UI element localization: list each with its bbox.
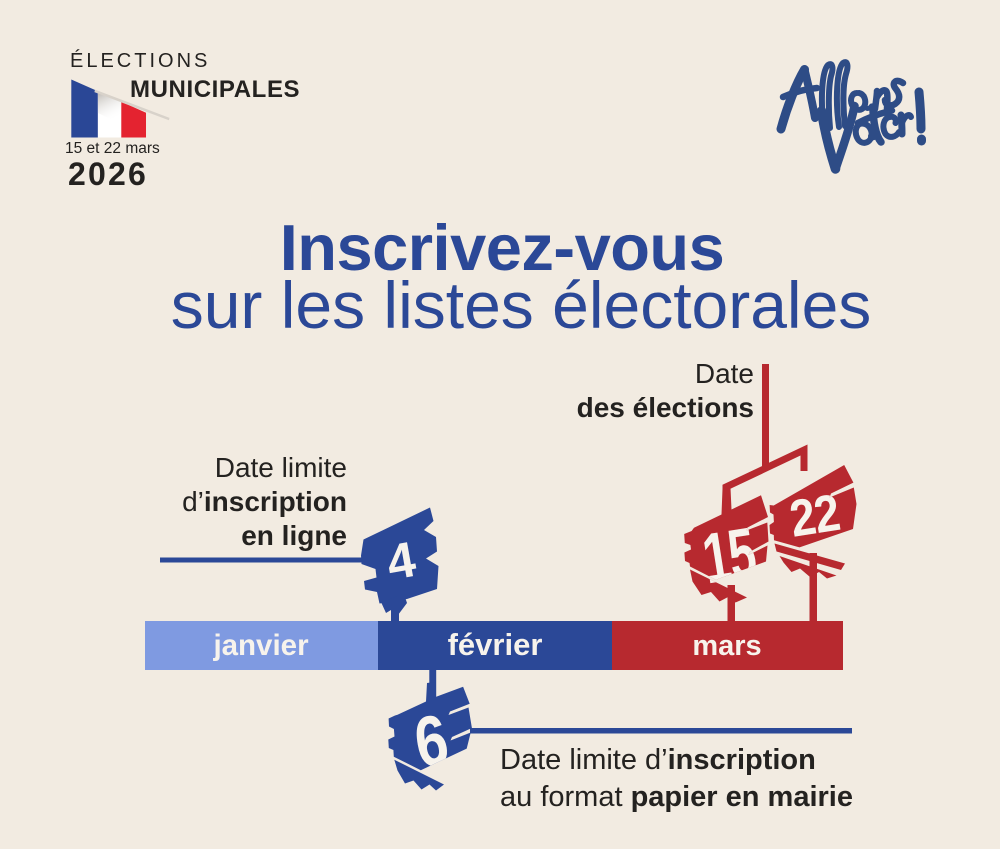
- svg-text:22: 22: [786, 484, 843, 548]
- svg-text:mars: mars: [692, 630, 761, 662]
- svg-text:janvier: janvier: [212, 629, 309, 662]
- svg-text:février: février: [448, 627, 543, 662]
